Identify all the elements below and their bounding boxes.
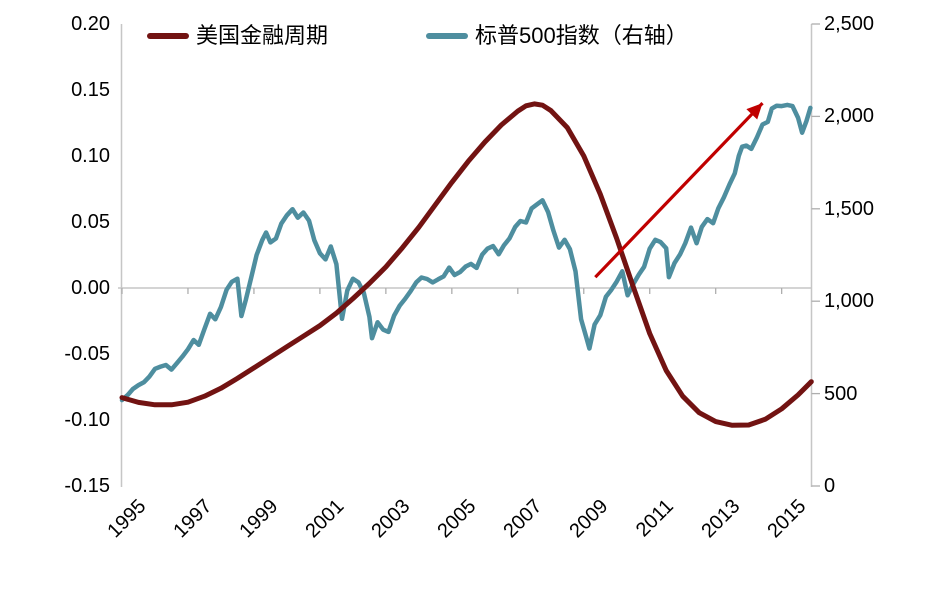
left-axis-tick-label: -0.15 [64, 475, 110, 497]
x-axis-tick-label: 2005 [432, 495, 480, 543]
left-axis-tick-label: 0.20 [71, 13, 110, 35]
right-axis-tick-label: 0 [824, 475, 836, 497]
x-axis-tick-label: 1997 [168, 495, 216, 543]
x-axis-tick-label: 2015 [762, 495, 810, 543]
right-axis-tick-label: 2,000 [824, 105, 875, 127]
right-axis-tick-label: 1,000 [824, 290, 875, 312]
x-axis-tick-label: 2013 [696, 495, 744, 543]
left-axis-tick-label: 0.05 [71, 211, 110, 233]
legend-line-swatch-maroon [147, 33, 189, 39]
right-axis-tick-label: 2,500 [824, 13, 875, 35]
trend-arrow [594, 101, 764, 279]
legend-line-swatch-teal [426, 33, 469, 39]
x-axis-tick-label: 2007 [498, 495, 546, 543]
left-axis-tick-label: 0.10 [71, 145, 110, 167]
x-axis-tick-label: 2009 [564, 495, 612, 543]
chart-legend: 美国金融周期 标普500指数（右轴） [147, 21, 688, 51]
x-axis-tick-label: 1995 [102, 495, 150, 543]
left-axis-tick-label: 0.15 [71, 79, 110, 101]
x-axis-tick-label: 2011 [631, 495, 678, 542]
sp500-line [119, 102, 813, 403]
right-axis-tick-label: 1,500 [824, 198, 875, 220]
right-axis-tick-label: 500 [824, 383, 858, 405]
legend-item-financial-cycle: 美国金融周期 [147, 21, 328, 51]
x-axis-tick-label: 2001 [300, 495, 348, 543]
x-axis-tick-label: 2003 [366, 495, 414, 543]
legend-label-sp500: 标普500指数（右轴） [475, 23, 688, 48]
financial-cycle-line [119, 101, 814, 428]
x-axis-tick-label: 1999 [234, 495, 282, 543]
left-axis-tick-label: -0.10 [64, 409, 110, 431]
legend-label-financial-cycle: 美国金融周期 [196, 23, 329, 48]
left-axis-tick-label: 0.00 [71, 277, 110, 299]
legend-item-sp500: 标普500指数（右轴） [426, 21, 688, 51]
left-axis-tick-label: -0.05 [64, 343, 110, 365]
